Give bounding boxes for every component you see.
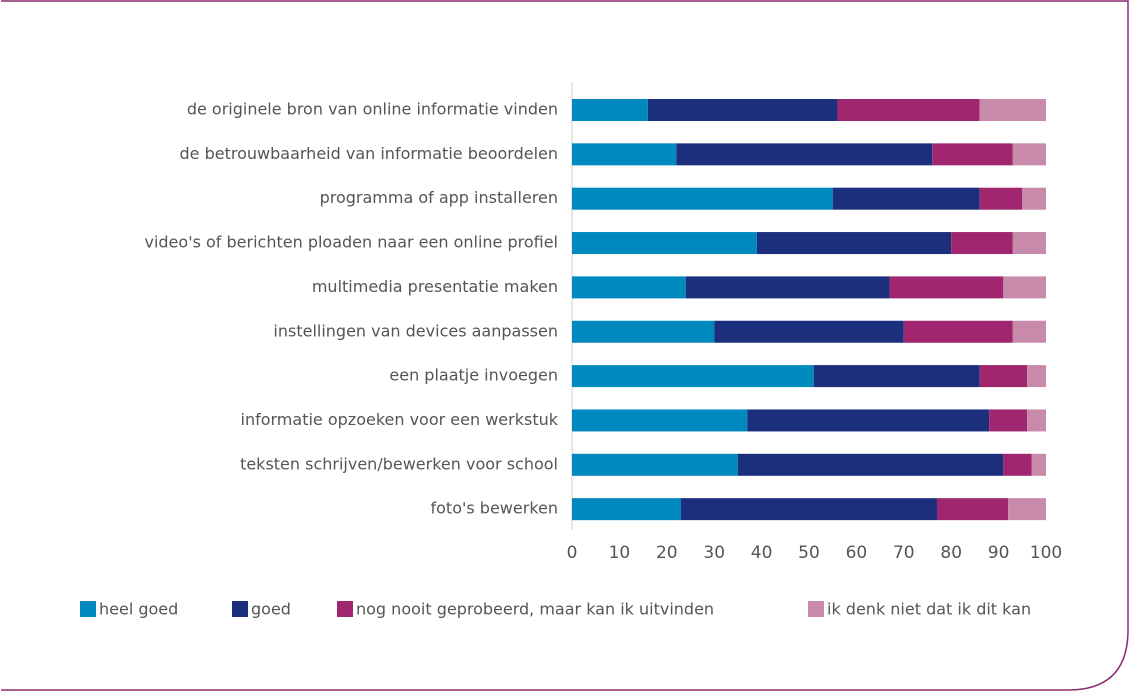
x-tick-label: 40 bbox=[751, 543, 773, 563]
x-tick-label: 100 bbox=[1030, 543, 1062, 563]
bar-segment bbox=[572, 232, 757, 255]
bar-segment bbox=[979, 365, 1028, 388]
y-tick-label: video's of berichten ploaden naar een on… bbox=[144, 233, 558, 252]
x-tick-label: 80 bbox=[940, 543, 962, 563]
bar-segment bbox=[1022, 187, 1046, 210]
bar-segment bbox=[747, 409, 990, 432]
y-tick-label: programma of app installeren bbox=[320, 188, 558, 207]
bar-segment bbox=[1027, 365, 1046, 388]
bar-segment bbox=[1012, 232, 1046, 255]
legend-swatch bbox=[232, 601, 248, 617]
bar-segment bbox=[1003, 453, 1032, 476]
y-tick-label: foto's bewerken bbox=[431, 499, 559, 518]
legend-label: goed bbox=[251, 600, 291, 619]
bar-segment bbox=[647, 99, 838, 121]
y-tick-label: informatie opzoeken voor een werkstuk bbox=[241, 410, 559, 429]
bar-segment bbox=[572, 143, 677, 166]
bar-segment bbox=[932, 143, 1013, 166]
bar-segment bbox=[979, 99, 1046, 121]
bar-segment bbox=[572, 187, 833, 210]
x-tick-label: 70 bbox=[893, 543, 915, 563]
bar-segment bbox=[813, 365, 980, 388]
bar-segment bbox=[714, 320, 904, 343]
legend-swatch bbox=[337, 601, 353, 617]
bar-segment bbox=[676, 143, 933, 166]
bar-segment bbox=[979, 187, 1023, 210]
bar-segment bbox=[572, 409, 748, 432]
bar-segment bbox=[1027, 409, 1046, 432]
x-tick-label: 30 bbox=[703, 543, 725, 563]
bar-segment bbox=[756, 232, 952, 255]
x-tick-label: 60 bbox=[846, 543, 868, 563]
bar-segment bbox=[1012, 143, 1046, 166]
legend-label: nog nooit geprobeerd, maar kan ik uitvin… bbox=[356, 600, 714, 619]
bar-segment bbox=[572, 276, 686, 299]
y-tick-label: teksten schrijven/bewerken voor school bbox=[240, 454, 558, 473]
bar-segment bbox=[572, 320, 715, 343]
legend-swatch bbox=[80, 601, 96, 617]
y-tick-label: de betrouwbaarheid van informatie beoord… bbox=[180, 144, 558, 163]
bar-segment bbox=[1031, 453, 1046, 476]
bar-segment bbox=[572, 498, 682, 521]
bar-segment bbox=[989, 409, 1028, 432]
bar-segment bbox=[837, 99, 980, 121]
bar-segment bbox=[1008, 498, 1046, 521]
x-tick-label: 90 bbox=[988, 543, 1010, 563]
legend-label: heel goed bbox=[99, 600, 178, 619]
bar-segment bbox=[685, 276, 890, 299]
bar-segment bbox=[1012, 320, 1046, 343]
y-tick-label: de originele bron van online informatie … bbox=[187, 100, 558, 119]
legend-label: ik denk niet dat ik dit kan bbox=[827, 600, 1031, 619]
x-tick-label: 10 bbox=[609, 543, 631, 563]
bar-segment bbox=[832, 187, 980, 210]
bar-segment bbox=[737, 453, 1004, 476]
bar-segment bbox=[951, 232, 1013, 255]
bar-segment bbox=[1003, 276, 1046, 299]
bar-segment bbox=[572, 453, 738, 476]
bar-segment bbox=[903, 320, 1013, 343]
bar-segment bbox=[572, 99, 648, 121]
x-tick-label: 50 bbox=[798, 543, 820, 563]
bar-segment bbox=[936, 498, 1009, 521]
y-tick-label: multimedia presentatie maken bbox=[312, 277, 558, 296]
bar-segment bbox=[889, 276, 1004, 299]
bar-segment bbox=[572, 365, 814, 388]
bar-segment bbox=[681, 498, 937, 521]
x-tick-label: 0 bbox=[567, 543, 578, 563]
y-tick-label: een plaatje invoegen bbox=[389, 366, 558, 385]
legend-swatch bbox=[808, 601, 824, 617]
y-tick-label: instellingen van devices aanpassen bbox=[273, 321, 558, 340]
x-tick-label: 20 bbox=[656, 543, 678, 563]
